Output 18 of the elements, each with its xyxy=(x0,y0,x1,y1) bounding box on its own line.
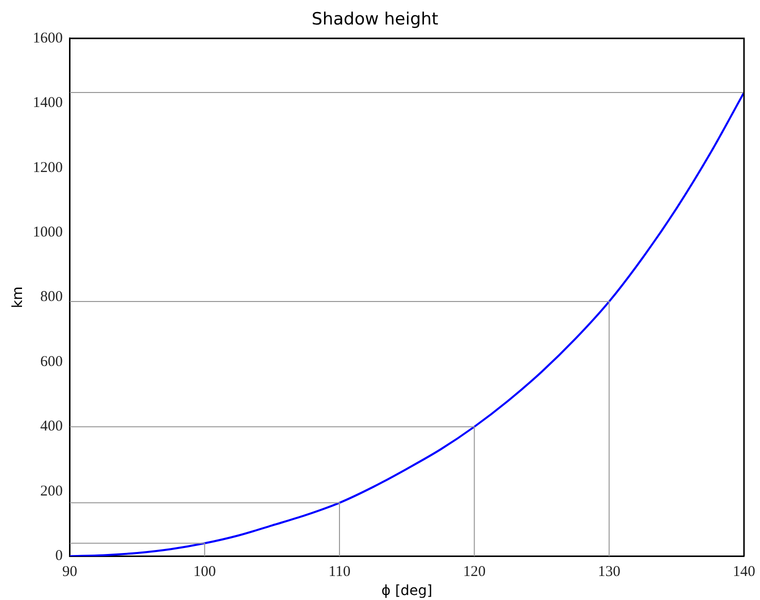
x-tick-label: 100 xyxy=(193,564,216,580)
x-tick-label: 120 xyxy=(463,564,486,580)
y-axis-title: km xyxy=(10,286,26,308)
y-tick-label: 400 xyxy=(40,418,63,435)
y-tick-label: 1400 xyxy=(32,95,63,112)
x-axis-title: ϕ [deg] xyxy=(381,583,432,600)
y-tick-label: 1000 xyxy=(32,224,63,241)
y-tick-label: 1600 xyxy=(32,30,63,46)
chart-title: Shadow height xyxy=(312,10,439,30)
y-tick-label: 800 xyxy=(40,289,63,306)
x-tick-label: 130 xyxy=(598,564,620,580)
y-tick-label: 0 xyxy=(55,548,63,564)
x-tick-label: 90 xyxy=(62,564,78,580)
x-tick-label: 110 xyxy=(328,564,350,580)
x-tick-label: 140 xyxy=(732,564,756,580)
y-tick-label: 600 xyxy=(40,354,63,370)
y-tick-label: 1200 xyxy=(32,160,63,176)
y-tick-label: 200 xyxy=(40,483,63,500)
